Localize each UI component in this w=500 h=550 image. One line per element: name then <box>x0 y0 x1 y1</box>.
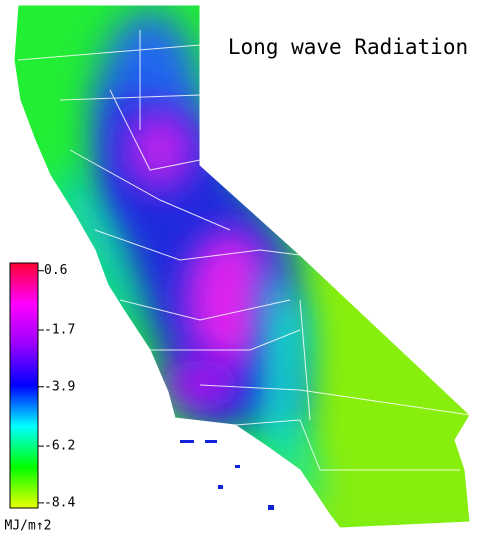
colorbar <box>9 262 39 509</box>
colorbar-tick-label: -8.4 <box>44 495 75 510</box>
colorbar-unit: MJ/m↑2 <box>5 519 52 534</box>
colorbar-tick-label: 0.6 <box>44 263 67 278</box>
colorbar-tick-label: -6.2 <box>44 439 75 454</box>
colorbar-tick-label: -1.7 <box>44 323 75 338</box>
islands <box>180 440 274 510</box>
colorbar-tick-label: -3.9 <box>44 379 75 394</box>
state-outline <box>13 4 471 529</box>
map-title: Long wave Radiation <box>228 35 468 59</box>
